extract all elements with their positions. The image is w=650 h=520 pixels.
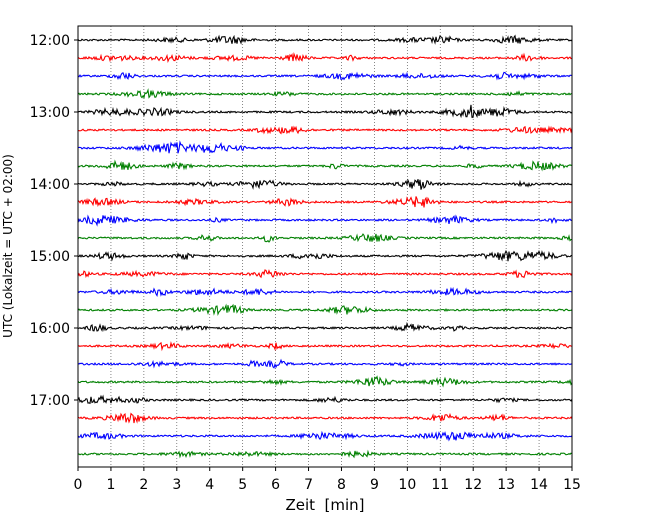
y-tick-label: 14:00	[30, 177, 70, 193]
trace-line	[77, 34, 573, 45]
x-tick-label: 11	[431, 477, 449, 493]
x-tick-label: 10	[398, 477, 416, 493]
x-tick-label: 12	[464, 477, 482, 493]
y-tick-label: 13:00	[30, 105, 70, 121]
y-tick-label: 17:00	[30, 393, 70, 409]
x-tick-label: 6	[271, 477, 280, 493]
y-axis-label: UTC (Lokalzeit = UTC + 02:00)	[1, 154, 15, 338]
trace-line	[77, 88, 573, 100]
x-tick-label: 15	[563, 477, 581, 493]
trace-line	[77, 394, 573, 405]
plot-frame	[77, 25, 573, 468]
x-axis-label: Zeit [min]	[285, 496, 364, 514]
x-tick-label: 0	[74, 477, 83, 493]
y-tick-label: 16:00	[30, 321, 70, 337]
trace-layer	[77, 34, 573, 459]
y-axis: 12:00 13:00 14:00 15:00 16:00 17:00	[30, 33, 78, 409]
trace-line	[77, 71, 573, 81]
trace-line	[77, 159, 573, 172]
x-tick-label: 13	[497, 477, 515, 493]
trace-line	[77, 104, 573, 119]
y-tick-label: 12:00	[30, 33, 70, 49]
y-tick-label: 15:00	[30, 249, 70, 265]
trace-line	[77, 321, 573, 332]
x-tick-label: 8	[337, 477, 346, 493]
trace-line	[77, 358, 573, 369]
trace-line	[77, 140, 573, 154]
x-tick-label: 2	[139, 477, 148, 493]
trace-line	[77, 249, 573, 262]
x-tick-label: 7	[304, 477, 313, 493]
trace-line	[77, 269, 573, 279]
x-tick-label: 1	[106, 477, 115, 493]
trace-line	[77, 286, 573, 297]
trace-line	[77, 341, 573, 352]
x-tick-label: 14	[530, 477, 548, 493]
trace-line	[77, 412, 573, 424]
x-tick-label: 5	[238, 477, 247, 493]
trace-line	[77, 430, 573, 442]
trace-line	[77, 178, 573, 190]
trace-line	[77, 233, 573, 243]
trace-line	[77, 375, 573, 388]
trace-line	[77, 449, 573, 459]
x-tick-label: 3	[172, 477, 181, 493]
x-tick-label: 4	[205, 477, 214, 493]
x-axis: 0 1 2 3 4 5 6 7 8 9 10 11 12 13 14 15	[74, 467, 581, 493]
trace-line	[77, 196, 573, 208]
trace-line	[77, 214, 573, 227]
trace-line	[77, 125, 573, 135]
trace-line	[77, 303, 573, 317]
trace-line	[77, 51, 573, 64]
x-tick-label: 9	[370, 477, 379, 493]
